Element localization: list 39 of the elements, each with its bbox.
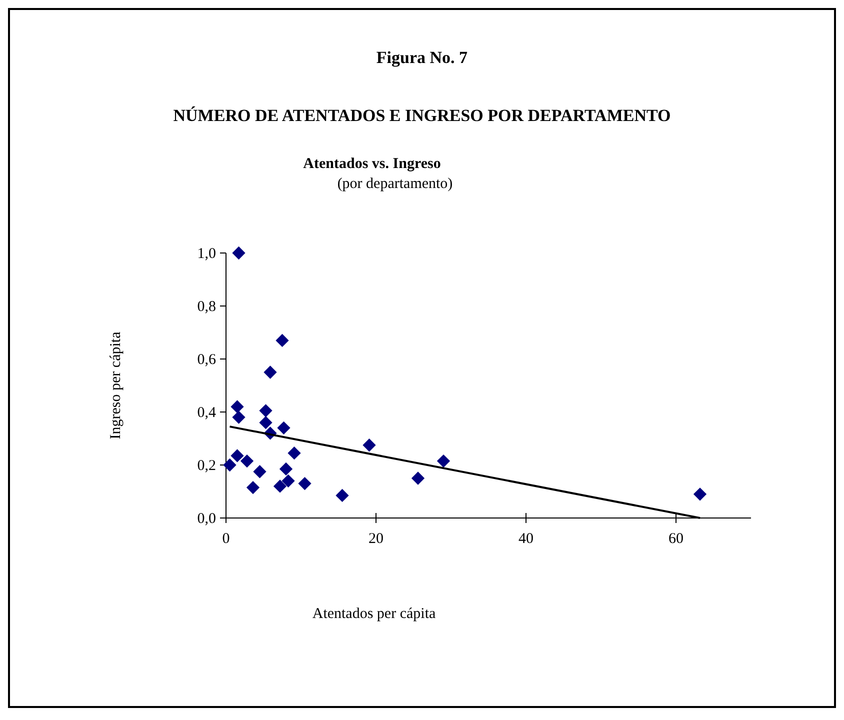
y-tick-label: 0,0 <box>197 511 216 527</box>
chart-subtitle: (por departamento) <box>337 176 453 192</box>
point <box>362 438 376 452</box>
point <box>223 458 236 472</box>
point <box>232 410 246 424</box>
point <box>259 416 272 430</box>
x-axis-title: Atentados per cápita <box>312 606 436 622</box>
point <box>232 246 246 260</box>
text: Figura No. 7 <box>376 48 468 67</box>
point <box>693 488 707 501</box>
y-tick-label: 0,4 <box>197 405 216 421</box>
point <box>273 480 287 493</box>
x-tick-label: 60 <box>668 531 684 547</box>
y-tick-label: 1,0 <box>197 246 216 262</box>
chart-title: Atentados vs. Ingreso <box>303 156 441 172</box>
point <box>336 488 349 502</box>
point <box>298 476 312 490</box>
point <box>264 366 277 379</box>
point <box>259 404 272 418</box>
x-tick-label: 0 <box>222 531 230 547</box>
point <box>411 472 425 485</box>
point <box>277 421 290 434</box>
y-tick-label: 0,2 <box>197 458 216 474</box>
x-tick-label: 20 <box>368 531 384 547</box>
point <box>253 465 266 478</box>
text: NÚMERO DE ATENTADOS E INGRESO POR DEPARTAMENTO <box>173 106 671 125</box>
y-tick-label: 0,8 <box>197 299 216 315</box>
y-tick-label: 0,6 <box>197 352 216 368</box>
point <box>246 480 260 494</box>
point <box>230 449 244 462</box>
point <box>288 446 301 460</box>
point <box>230 400 244 414</box>
x-tick-label: 40 <box>518 531 534 547</box>
point <box>279 462 293 476</box>
point <box>282 474 295 488</box>
y-axis-title: Ingreso per cápita <box>108 331 124 440</box>
point <box>436 454 450 468</box>
point <box>276 334 289 348</box>
point <box>240 454 254 468</box>
